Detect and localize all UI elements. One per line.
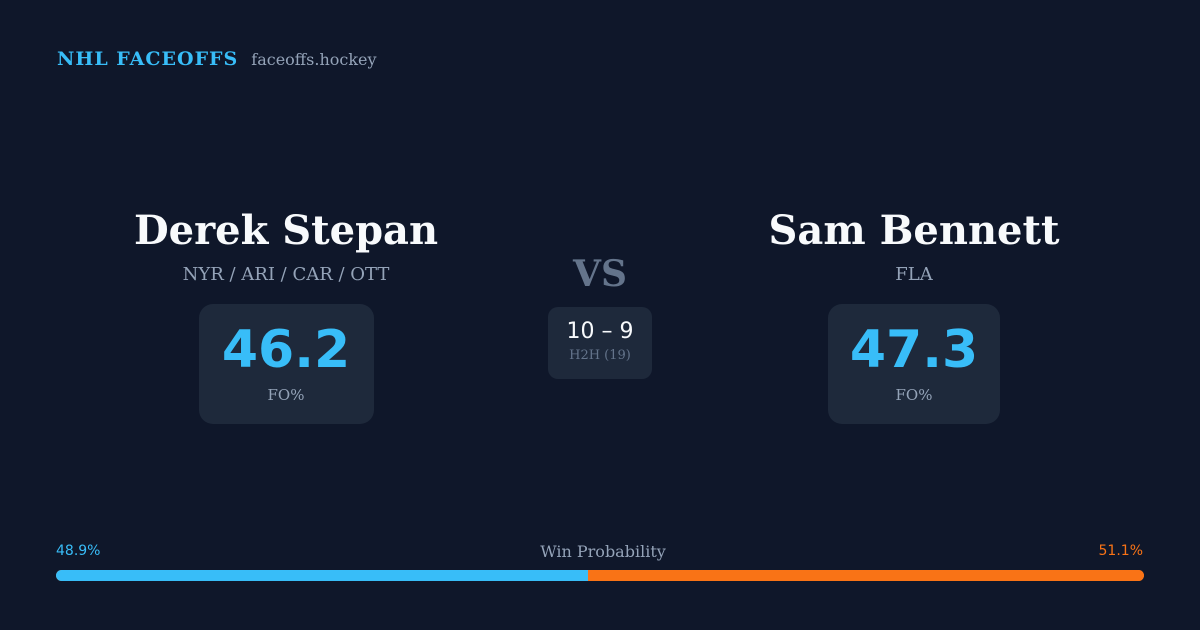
head-to-head-score: 10 – 9 [566, 319, 634, 344]
brand-name: NHL FACEOFFS [57, 48, 239, 70]
win-probability-title: Win Probability [540, 542, 666, 561]
player-right-stat-label: FO% [895, 386, 933, 404]
brand-domain: faceoffs.hockey [251, 50, 377, 69]
head-to-head-label: H2H (19) [569, 348, 631, 363]
win-probability-left: 48.9% [56, 543, 101, 559]
player-left-name: Derek Stepan [133, 207, 439, 254]
player-left-faceoff-pct: 46.2 [221, 320, 351, 380]
brand-header: NHL FACEOFFS faceoffs.hockey [57, 48, 377, 70]
player-right-faceoff-pct: 47.3 [849, 320, 979, 380]
player-right-name: Sam Bennett [768, 207, 1060, 254]
player-left-panel: Derek Stepan NYR / ARI / CAR / OTT 46.2 … [0, 205, 572, 424]
win-probability-bar-right [588, 570, 1144, 581]
player-left-stat-card: 46.2 FO% [198, 304, 374, 424]
win-probability-bar [56, 570, 1144, 581]
player-left-teams: NYR / ARI / CAR / OTT [182, 264, 390, 285]
player-left-stat-label: FO% [267, 386, 305, 404]
win-probability-bar-left [56, 570, 589, 581]
player-right-teams: FLA [895, 264, 933, 285]
versus-label: VS [573, 253, 627, 295]
player-right-stat-card: 47.3 FO% [828, 304, 1000, 424]
player-right-panel: Sam Bennett FLA 47.3 FO% [628, 205, 1200, 424]
head-to-head-card: 10 – 9 H2H (19) [548, 307, 652, 379]
win-probability-right: 51.1% [1098, 543, 1143, 559]
